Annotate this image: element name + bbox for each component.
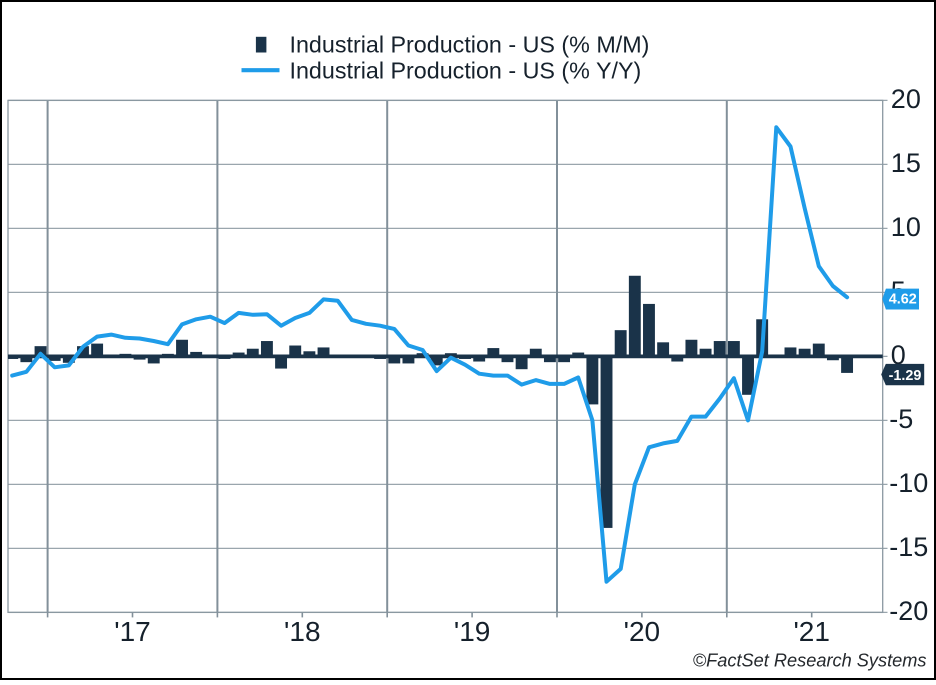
svg-text:0: 0 — [891, 340, 906, 370]
svg-text:-20: -20 — [889, 596, 928, 626]
svg-text:'21: '21 — [793, 616, 830, 647]
svg-text:'20: '20 — [624, 616, 661, 647]
svg-text:-5: -5 — [889, 404, 913, 434]
svg-text:-15: -15 — [889, 532, 928, 562]
svg-text:-1.29: -1.29 — [889, 368, 922, 384]
svg-text:4.62: 4.62 — [889, 292, 917, 308]
svg-text:'19: '19 — [454, 616, 491, 647]
svg-text:'18: '18 — [284, 616, 321, 647]
svg-text:-10: -10 — [889, 468, 928, 498]
svg-text:©FactSet Research Systems: ©FactSet Research Systems — [693, 651, 927, 671]
svg-text:Industrial Production - US (%: Industrial Production - US (% M/M) — [290, 32, 650, 58]
svg-text:Industrial Production - US (%: Industrial Production - US (% Y/Y) — [290, 58, 642, 84]
svg-text:10: 10 — [891, 212, 921, 242]
svg-text:20: 20 — [891, 84, 921, 114]
svg-text:15: 15 — [891, 148, 921, 178]
svg-text:'17: '17 — [114, 616, 151, 647]
